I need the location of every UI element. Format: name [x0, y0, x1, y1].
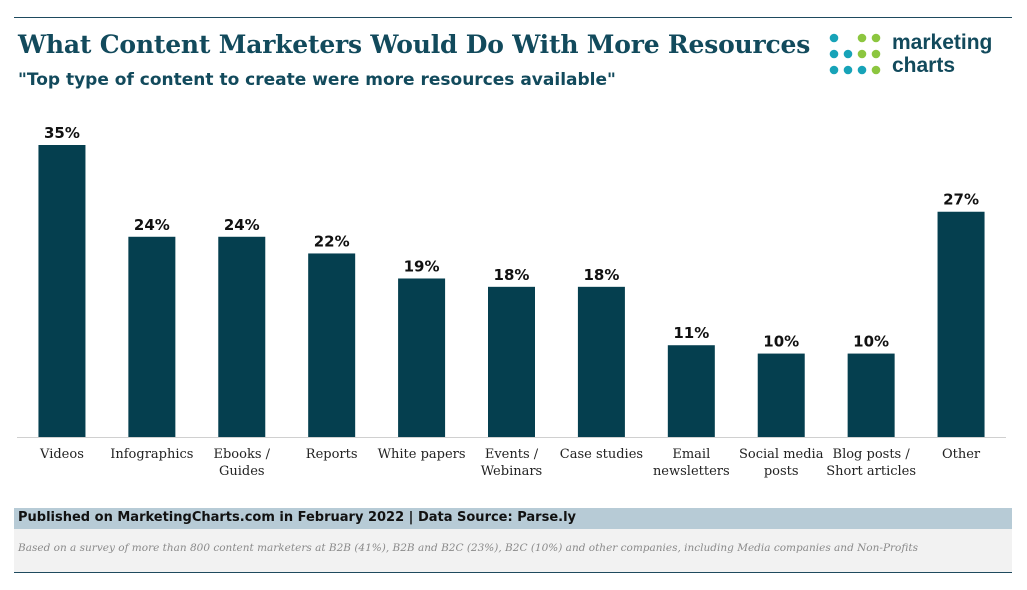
chart-title: What Content Marketers Would Do With Mor… — [18, 30, 811, 59]
data-label: 10% — [763, 333, 799, 351]
data-label: 11% — [673, 324, 709, 342]
data-label: 27% — [943, 191, 979, 209]
bar — [488, 286, 535, 437]
category-label: Videos — [39, 447, 84, 462]
logo-dot — [843, 49, 853, 59]
data-label: 18% — [583, 266, 619, 284]
bottom-rule — [14, 572, 1012, 573]
logo-line-2: charts — [892, 54, 956, 77]
category-label: Ebooks / — [214, 447, 271, 462]
category-label: Reports — [306, 447, 358, 462]
footer-note-area: Based on a survey of more than 800 conte… — [14, 529, 1012, 572]
logo-dot — [829, 49, 839, 59]
marketingcharts-logo[interactable]: marketing charts — [828, 31, 1008, 81]
bar — [847, 353, 895, 437]
data-label: 19% — [404, 257, 440, 275]
category-label: Other — [942, 447, 981, 462]
bar — [128, 236, 176, 437]
category-label: posts — [764, 464, 799, 479]
footer-published-bar: Published on MarketingCharts.com in Febr… — [14, 508, 1012, 529]
category-label: Short articles — [826, 464, 916, 479]
category-label: Events / — [485, 447, 539, 462]
data-label: 22% — [314, 232, 350, 250]
category-label: Blog posts / — [833, 447, 911, 462]
logo-dot — [857, 49, 867, 59]
footer-survey-note: Based on a survey of more than 800 conte… — [18, 542, 918, 554]
bar — [757, 353, 805, 437]
logo-dot — [857, 33, 867, 43]
category-label: Infographics — [110, 447, 193, 462]
bar-chart: 35% Videos 24% Infographics 24% Ebooks / Guide… — [17, 124, 1006, 479]
data-label: 10% — [853, 333, 889, 351]
category-label: Email — [672, 447, 710, 462]
bar — [38, 145, 86, 437]
logo-dot — [843, 65, 853, 75]
bar — [218, 236, 266, 437]
category-label: Case studies — [560, 447, 643, 462]
logo-line-1: marketing — [892, 31, 993, 54]
bar — [398, 278, 446, 437]
logo-dot — [829, 65, 839, 75]
logo-dots-icon — [829, 33, 881, 75]
data-label: 35% — [44, 124, 80, 142]
data-label: 18% — [494, 266, 530, 284]
logo-dot — [829, 33, 839, 43]
bar — [667, 345, 715, 437]
logo-dot — [871, 65, 881, 75]
category-label: White papers — [378, 447, 466, 462]
chart-subtitle: "Top type of content to create were more… — [18, 70, 616, 90]
category-label: Social media — [739, 447, 824, 462]
bar — [308, 253, 356, 437]
category-label: Webinars — [481, 464, 542, 479]
category-label: newsletters — [653, 464, 730, 479]
data-label: 24% — [134, 216, 170, 234]
logo-dot — [871, 33, 881, 43]
bar — [577, 286, 625, 437]
logo-dot — [871, 49, 881, 59]
logo-dot — [857, 65, 867, 75]
footer-published-text: Published on MarketingCharts.com in Febr… — [18, 510, 577, 525]
data-label: 24% — [224, 216, 260, 234]
top-rule — [14, 17, 1012, 18]
logo-text: marketing charts — [892, 31, 992, 77]
category-label: Guides — [219, 464, 265, 479]
bar — [937, 211, 985, 437]
